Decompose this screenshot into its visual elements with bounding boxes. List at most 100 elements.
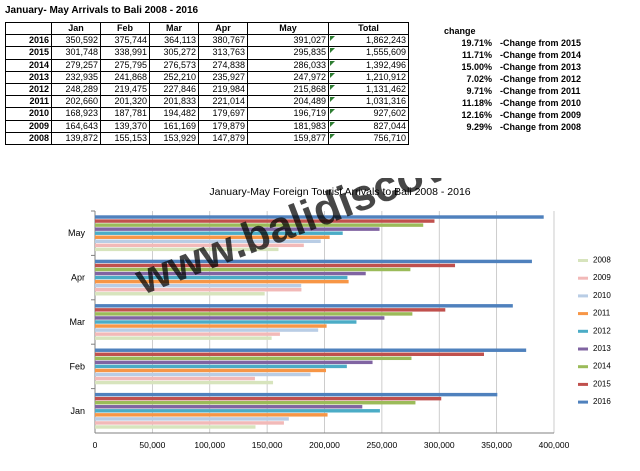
x-tick-label: 400,000 <box>539 440 570 450</box>
bar-2016-Mar <box>95 304 513 308</box>
legend-label: 2008 <box>593 256 611 265</box>
table-year-cell: 2016 <box>5 34 52 48</box>
table-total-cell: 1,392,496 <box>328 58 409 72</box>
bar-2015-May <box>95 219 435 223</box>
change-percent: 7.02% <box>466 74 492 84</box>
table-total-cell: 1,031,316 <box>328 95 409 109</box>
y-category-label: Mar <box>70 317 86 327</box>
table-year-cell: 2008 <box>5 131 52 145</box>
bar-2008-Apr <box>95 292 265 296</box>
table-row: 2009 164,643 139,370 161,169 179,879 181,983 8… <box>5 119 409 133</box>
bar-2010-Feb <box>95 372 311 377</box>
table-total-value: 927,602 <box>373 108 406 119</box>
table-total-cell: 827,044 <box>328 119 409 133</box>
y-category-label: May <box>68 228 86 238</box>
bar-2016-May <box>95 215 544 219</box>
bar-2008-May <box>95 247 279 252</box>
table-row: 2014 279,257 275,795 276,573 274,838 286,033 1… <box>5 58 409 72</box>
table-value-cell: 187,781 <box>100 107 150 121</box>
x-tick-label: 150,000 <box>252 440 283 450</box>
change-header: change <box>444 26 476 36</box>
table-value-cell: 276,573 <box>149 58 199 72</box>
column-header: May <box>247 21 329 36</box>
change-row: 11.71% -Change from 2014 <box>430 50 640 61</box>
legend-label: 2015 <box>593 379 611 388</box>
table-value-cell: 248,289 <box>51 82 101 97</box>
change-percent: 11.71% <box>461 50 492 60</box>
arrivals-table: Jan Feb Mar Apr May Total 2016 350,592 375… <box>5 21 409 145</box>
table-total-value: 1,031,316 <box>365 96 406 107</box>
bar-2012-Jan <box>95 409 380 413</box>
table-value-cell: 305,272 <box>149 46 199 60</box>
table-row: 2016 350,592 375,744 364,113 380,767 391,027 1… <box>5 34 409 48</box>
bar-2015-Jan <box>95 396 442 401</box>
table-value-cell: 161,169 <box>149 119 199 133</box>
cell-flag-icon <box>330 36 335 42</box>
legend-label: 2012 <box>593 326 611 335</box>
y-category-label: Apr <box>71 273 85 283</box>
change-label: -Change from 2015 <box>500 38 582 48</box>
bar-2011-Mar <box>95 324 327 328</box>
table-value-cell: 247,972 <box>247 70 329 84</box>
legend-label: 2011 <box>593 309 611 318</box>
change-row: 9.71% -Change from 2011 <box>430 86 640 97</box>
table-value-cell: 380,767 <box>198 34 248 48</box>
table-row: 2010 168,923 187,781 194,482 179,697 196,719 9… <box>5 107 409 121</box>
x-tick-label: 100,000 <box>194 440 225 450</box>
bar-2009-Feb <box>95 376 255 381</box>
bar-2011-May <box>95 235 330 239</box>
bar-2011-Feb <box>95 368 327 373</box>
cell-flag-icon <box>330 109 335 115</box>
table-total-value: 1,555,609 <box>365 47 406 58</box>
change-row: 12.16% -Change from 2009 <box>430 110 640 121</box>
table-value-cell: 219,984 <box>198 82 248 97</box>
change-row: 9.29% -Change from 2008 <box>430 122 640 133</box>
table-value-cell: 375,744 <box>100 34 150 48</box>
table-body: 2016 350,592 375,744 364,113 380,767 391,027 1… <box>5 34 409 145</box>
table-header-row: Jan Feb Mar Apr May Total <box>5 21 409 36</box>
table-value-cell: 391,027 <box>247 34 329 48</box>
bar-2016-Feb <box>95 348 527 352</box>
legend-label: 2016 <box>593 397 611 406</box>
table-row: 2011 202,660 201,320 201,833 221,014 204,489 1… <box>5 95 409 109</box>
bar-2010-Apr <box>95 283 302 288</box>
table-value-cell: 338,991 <box>100 46 150 60</box>
table-year-cell: 2015 <box>5 46 52 60</box>
table-total-value: 1,131,462 <box>365 84 406 95</box>
table-value-cell: 235,927 <box>198 70 248 84</box>
table-total-cell: 1,210,912 <box>328 70 409 84</box>
table-value-cell: 147,879 <box>198 131 248 145</box>
bar-2013-Jan <box>95 405 363 409</box>
table-total-value: 756,710 <box>373 132 406 143</box>
table-total-value: 827,044 <box>373 120 406 131</box>
bar-2010-May <box>95 239 321 244</box>
table-value-cell: 350,592 <box>51 34 101 48</box>
table-value-cell: 194,482 <box>149 107 199 121</box>
x-tick-label: 350,000 <box>481 440 512 450</box>
bar-2012-Mar <box>95 320 357 324</box>
cell-flag-icon <box>330 97 335 103</box>
table-value-cell: 252,210 <box>149 70 199 84</box>
legend-label: 2013 <box>593 344 611 353</box>
change-percent: 11.18% <box>461 98 492 108</box>
bar-2010-Mar <box>95 328 319 332</box>
bar-2014-Jan <box>95 400 416 405</box>
cell-flag-icon <box>330 121 335 127</box>
table-year-cell: 2014 <box>5 58 52 72</box>
table-value-cell: 153,929 <box>149 131 199 145</box>
table-value-cell: 196,719 <box>247 107 329 121</box>
bar-2015-Mar <box>95 308 446 312</box>
change-row: 15.00% -Change from 2013 <box>430 62 640 73</box>
cell-flag-icon <box>330 72 335 78</box>
bar-2010-Jan <box>95 417 289 421</box>
bar-2013-Mar <box>95 316 385 320</box>
bar-2012-Feb <box>95 364 347 369</box>
legend-label: 2014 <box>593 362 611 371</box>
bar-2009-Mar <box>95 332 280 336</box>
table-value-cell: 279,257 <box>51 58 101 72</box>
table-year-cell: 2011 <box>5 95 52 109</box>
table-value-cell: 164,643 <box>51 119 101 133</box>
bar-2009-Apr <box>95 288 302 292</box>
table-total-cell: 1,555,609 <box>328 46 409 60</box>
table-value-cell: 168,923 <box>51 107 101 121</box>
